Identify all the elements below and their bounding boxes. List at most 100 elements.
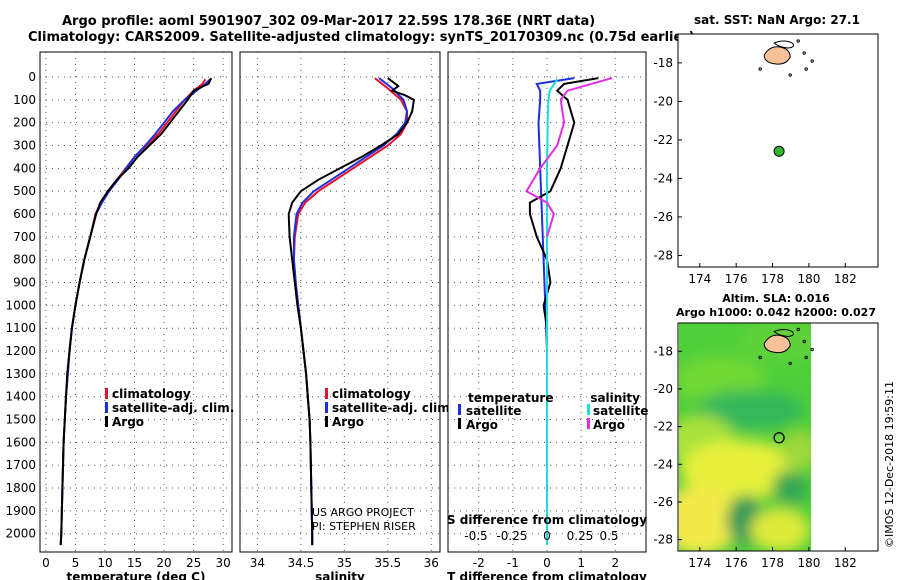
x-tick-label: 25 — [186, 556, 201, 570]
legend-swatch — [325, 388, 328, 399]
legend-swatch — [458, 404, 461, 415]
depth-tick-label: 1800 — [5, 481, 36, 495]
vanua-levu-island — [773, 40, 794, 49]
x-tick-label: 1 — [577, 556, 585, 570]
depth-tick-label: 1300 — [5, 367, 36, 381]
sla-map-frame — [677, 322, 879, 552]
x-tick-label: 5 — [72, 556, 80, 570]
legend-label: Argo — [332, 415, 364, 429]
secondary-tick-label: 0 — [543, 529, 551, 543]
fiji-island — [763, 334, 791, 354]
islet — [802, 51, 806, 55]
legend-title-salinity: salinity — [590, 391, 640, 405]
sla-field — [679, 323, 811, 551]
depth-tick-label: 800 — [13, 253, 36, 267]
x-tick-label: 34.5 — [288, 556, 315, 570]
x-tick-label: 0 — [543, 556, 551, 570]
depth-tick-label: 1500 — [5, 413, 36, 427]
plot-frame — [39, 51, 233, 553]
legend-swatch — [105, 416, 108, 427]
secondary-tick-label: -0.25 — [496, 529, 527, 543]
islet — [788, 73, 792, 77]
legend-label: Argo — [112, 415, 144, 429]
map-lon-label: 180 — [797, 556, 820, 570]
islet — [796, 39, 800, 43]
islet — [758, 355, 762, 360]
x-tick-label: 2 — [611, 556, 619, 570]
sla-map-title-2: Argo h1000: 0.042 h2000: 0.027 — [676, 306, 876, 319]
x-axis-label: T difference from climatology — [447, 570, 647, 580]
x-tick-label: 35.5 — [374, 556, 401, 570]
sla-map: Altim. SLA: 0.016 Argo h1000: 0.042 h200… — [653, 292, 879, 570]
copyright-label: ©IMOS 12-Dec-2018 19:59:11 — [883, 381, 896, 548]
x-tick-label: -2 — [473, 556, 485, 570]
depth-tick-label: 2000 — [5, 527, 36, 541]
temperature-panel: 0100200300400500600700800900100011001200… — [5, 51, 234, 580]
map-lat-label: -24 — [653, 457, 673, 471]
map-lat-label: -26 — [653, 495, 673, 509]
credit-project: US ARGO PROJECT — [312, 506, 414, 519]
x-tick-label: 34 — [250, 556, 265, 570]
sst-map: sat. SST: NaN Argo: 27.1 174 176 178 180 182… — [653, 13, 879, 286]
map-lat-label: -18 — [653, 344, 673, 358]
legend-label: satellite — [593, 404, 648, 418]
islet — [796, 327, 800, 332]
map-lon-label: 178 — [761, 272, 784, 286]
secondary-axis-label: S difference from climatology — [447, 513, 647, 527]
map-lat-label: -22 — [653, 420, 673, 434]
depth-tick-label: 0 — [28, 70, 36, 84]
legend-label: climatology — [332, 387, 411, 401]
legend-swatch — [325, 416, 328, 427]
map-lon-label: 178 — [761, 556, 784, 570]
argo-position-marker — [773, 432, 785, 444]
islet — [802, 339, 806, 344]
x-tick-label: 30 — [215, 556, 230, 570]
depth-tick-label: 1000 — [5, 298, 36, 312]
x-tick-label: -1 — [507, 556, 519, 570]
islet — [788, 361, 792, 366]
depth-tick-label: 700 — [13, 230, 36, 244]
depth-tick-label: 300 — [13, 139, 36, 153]
depth-tick-label: 1200 — [5, 344, 36, 358]
depth-tick-label: 100 — [13, 93, 36, 107]
figure-title-line2: Climatology: CARS2009. Satellite-adjuste… — [28, 30, 695, 45]
difference-panel: -2 -1 0 1 2T difference from climatology temp… — [447, 51, 648, 580]
islet — [804, 355, 808, 360]
legend-swatch — [587, 404, 590, 415]
x-tick-label: 35 — [337, 556, 352, 570]
series-line-s-satellite — [546, 78, 559, 546]
series-line-argo — [287, 77, 415, 546]
map-lat-label: -24 — [653, 171, 673, 185]
sst-map-title: sat. SST: NaN Argo: 27.1 — [694, 13, 860, 27]
x-axis-label: temperature (deg C) — [67, 570, 206, 580]
x-tick-label: 10 — [97, 556, 112, 570]
secondary-tick-label: -0.5 — [464, 529, 487, 543]
legend-swatch — [105, 402, 108, 413]
argo-position-marker — [773, 145, 785, 157]
map-lon-label: 182 — [834, 272, 857, 286]
legend-swatch — [105, 388, 108, 399]
fiji-island — [763, 46, 791, 65]
map-lon-label: 174 — [688, 272, 711, 286]
islet — [810, 59, 814, 63]
legend-label: Argo — [593, 418, 625, 432]
map-lat-label: -28 — [653, 533, 673, 547]
map-lat-label: -18 — [653, 56, 673, 70]
legend-title-temperature: temperature — [468, 391, 553, 405]
map-lat-label: -26 — [653, 210, 673, 224]
map-lon-label: 182 — [834, 556, 857, 570]
map-lon-label: 174 — [688, 556, 711, 570]
figure-title-line1: Argo profile: aoml 5901907_302 09-Mar-20… — [62, 14, 596, 29]
series-line-argo — [59, 77, 213, 546]
depth-tick-label: 400 — [13, 161, 36, 175]
depth-tick-label: 200 — [13, 116, 36, 130]
depth-tick-label: 900 — [13, 276, 36, 290]
legend-label: Argo — [466, 418, 498, 432]
legend-swatch — [325, 402, 328, 413]
legend-swatch — [587, 418, 590, 429]
depth-tick-label: 500 — [13, 184, 36, 198]
map-lat-label: -22 — [653, 133, 673, 147]
series-line-s-argo — [525, 77, 613, 238]
salinity-panel: 34 34.5 35 35.5 36 salinity climatologysatelli… — [239, 51, 454, 580]
map-lat-label: -28 — [653, 248, 673, 262]
